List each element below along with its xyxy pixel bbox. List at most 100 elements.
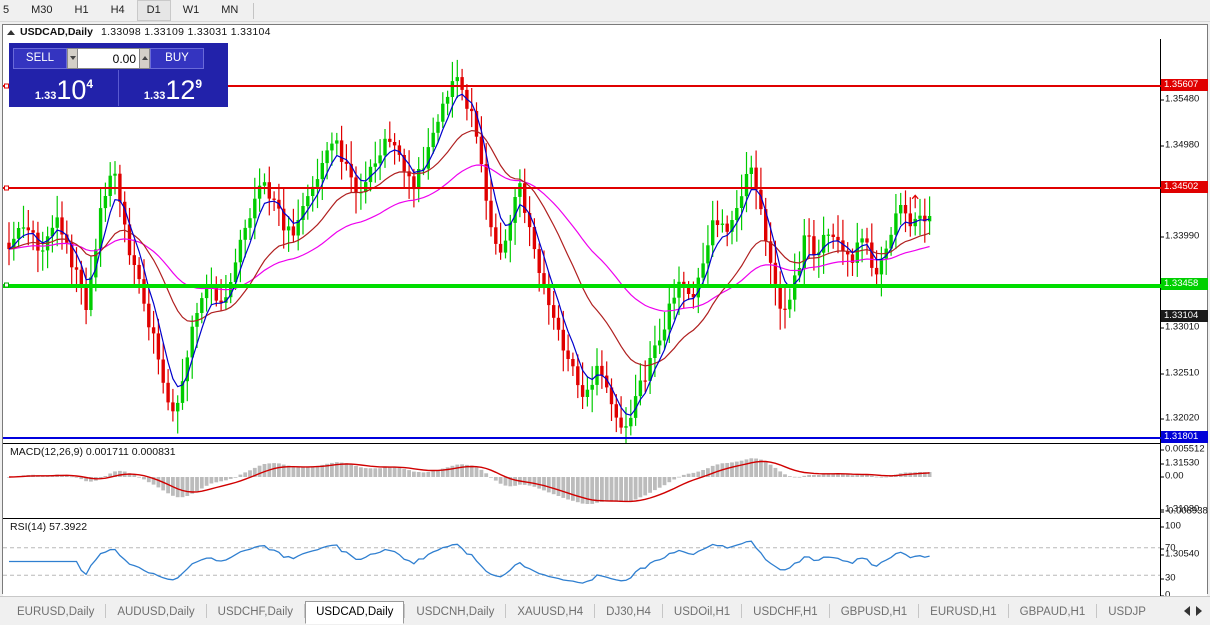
price-scale-tick: 1.31030 — [1161, 504, 1199, 515]
tab-separator — [1096, 604, 1098, 618]
symbol-tab-usdcnh-daily[interactable]: USDCNH,Daily — [416, 605, 495, 618]
level-line-support-blue[interactable] — [3, 437, 1162, 439]
symbol-tab-usdcad-daily[interactable]: USDCAD,Daily — [305, 600, 405, 624]
rsi-indicator-label: RSI(14) 57.3922 — [8, 521, 90, 533]
tab-separator — [741, 604, 743, 618]
macd-scale-tick: 0.005512 — [1161, 444, 1205, 455]
price-scale[interactable]: 1.35480 1.34980 1.33990 1.33010 1.32510 1.320… — [1160, 39, 1208, 606]
level-line-support-green[interactable] — [3, 284, 1162, 288]
symbol-tab-eurusd-daily[interactable]: EURUSD,Daily — [17, 605, 95, 618]
tab-scroll-controls — [1184, 606, 1210, 616]
sell-price-fraction: 4 — [86, 77, 94, 91]
timeframe-toolbar: 5 M30 H1 H4 D1 W1 MN — [0, 0, 1210, 22]
symbol-tab-eurusd-h1[interactable]: EURUSD,H1 — [930, 605, 997, 618]
price-scale-tick: 1.32510 — [1161, 368, 1199, 379]
symbol-tab-usdjp[interactable]: USDJP — [1108, 605, 1146, 618]
macd-scale-tick: -0.008938 — [1161, 506, 1208, 517]
price-scale-badge-red: 1.34502 — [1161, 181, 1208, 193]
tab-separator — [205, 604, 207, 618]
timeframe-button-h1[interactable]: H1 — [74, 4, 89, 16]
price-scale-badge-cur: 1.33104 — [1161, 310, 1208, 322]
rsi-scale-tick: 0 — [1161, 590, 1170, 601]
sell-price-box[interactable]: 1.33 10 4 — [10, 70, 118, 106]
level-anchor-resistance-lower[interactable] — [4, 185, 9, 191]
symbol-tab-xauusd-h4[interactable]: XAUUSD,H4 — [517, 605, 584, 618]
trade-panel-controls: SELL 0.00 BUY — [10, 44, 227, 70]
price-scale-tick: 1.32020 — [1161, 413, 1199, 424]
sell-price-main: 10 — [56, 75, 87, 105]
level-anchor-resistance-upper[interactable] — [4, 83, 9, 89]
rsi-pane-canvas — [3, 519, 1162, 598]
chart-titlebar: USDCAD,Daily 1.33098 1.33109 1.33031 1.3… — [3, 25, 1207, 39]
chart-ohlc-label: 1.33098 1.33109 1.33031 1.33104 — [100, 26, 271, 38]
scroll-left-icon[interactable] — [1184, 606, 1190, 616]
timeframe-button-w1[interactable]: W1 — [182, 4, 200, 16]
buy-price-fraction: 9 — [195, 77, 203, 91]
symbol-tab-bar: EURUSD,Daily AUDUSD,Daily USDCHF,Daily USDC… — [0, 596, 1210, 625]
macd-pane-canvas — [3, 444, 1162, 518]
volume-decrement-button[interactable] — [67, 47, 78, 69]
price-pane-canvas — [3, 39, 1162, 443]
chevron-down-icon — [69, 56, 76, 60]
symbol-tab-gbpusd-h1[interactable]: GBPUSD,H1 — [840, 605, 908, 618]
price-scale-tick: 1.33990 — [1161, 231, 1199, 242]
buy-button[interactable]: BUY — [150, 47, 204, 69]
chevron-up-icon — [141, 56, 148, 60]
tab-separator — [1007, 604, 1009, 618]
chart-window: USDCAD,Daily 1.33098 1.33109 1.33031 1.3… — [2, 24, 1208, 614]
symbol-tab-usdchf-daily[interactable]: USDCHF,Daily — [217, 605, 294, 618]
level-line-resistance-upper[interactable] — [3, 85, 1162, 87]
level-anchor-support-green[interactable] — [4, 282, 9, 288]
buy-price-box[interactable]: 1.33 12 9 — [118, 70, 227, 106]
rsi-scale-tick: 70 — [1161, 543, 1176, 554]
timeframe-button-h4[interactable]: H4 — [110, 4, 125, 16]
tab-separator — [661, 604, 663, 618]
macd-indicator-label: MACD(12,26,9) 0.001711 0.000831 — [8, 446, 178, 458]
volume-increment-button[interactable] — [139, 47, 150, 69]
timeframe-button-mn[interactable]: MN — [221, 4, 239, 16]
timeframe-button-m30[interactable]: M30 — [31, 4, 53, 16]
symbol-tab-audusd-daily[interactable]: AUDUSD,Daily — [117, 605, 195, 618]
symbol-tab-usdchf-h1[interactable]: USDCHF,H1 — [753, 605, 818, 618]
sell-price-prefix: 1.33 — [34, 90, 57, 102]
toolbar-divider — [253, 2, 255, 19]
price-scale-badge-green: 1.33458 — [1161, 278, 1208, 290]
timeframe-button-5[interactable]: 5 — [3, 4, 10, 16]
tab-separator — [304, 604, 306, 618]
rsi-chart-svg — [3, 540, 1162, 584]
macd-scale-tick: 0.00 — [1161, 471, 1184, 482]
price-scale-badge-blue: 1.31801 — [1161, 431, 1208, 443]
sell-button[interactable]: SELL — [13, 47, 67, 69]
buy-price-main: 12 — [165, 75, 196, 105]
price-scale-tick: 1.31530 — [1161, 458, 1199, 469]
symbol-tab-usdoil-h1[interactable]: USDOil,H1 — [673, 605, 731, 618]
rsi-scale-tick: 100 — [1161, 521, 1181, 532]
macd-chart-svg — [7, 458, 932, 504]
symbol-tab-gbpaud-h1[interactable]: GBPAUD,H1 — [1019, 605, 1086, 618]
price-scale-tick: 1.33010 — [1161, 322, 1199, 333]
chart-symbol-label: USDCAD,Daily — [20, 26, 93, 38]
price-scale-tick: 1.34980 — [1161, 140, 1199, 151]
price-scale-tick: 1.30540 — [1161, 549, 1199, 560]
tab-separator — [828, 604, 830, 618]
timeframe-button-d1[interactable]: D1 — [136, 0, 171, 21]
tab-separator — [918, 604, 920, 618]
tab-separator — [105, 604, 107, 618]
price-scale-badge-red: 1.35607 — [1161, 79, 1208, 91]
tab-separator — [505, 604, 507, 618]
scroll-right-icon[interactable] — [1196, 606, 1202, 616]
buy-price-prefix: 1.33 — [143, 90, 166, 102]
volume-input[interactable]: 0.00 — [78, 47, 139, 69]
price-chart-svg — [7, 59, 932, 443]
symbol-tab-dj30-h4[interactable]: DJ30,H4 — [606, 605, 651, 618]
rsi-scale-tick: 30 — [1161, 573, 1176, 584]
rsi-pane[interactable]: RSI(14) 57.3922 — [3, 518, 1162, 598]
triangle-up-icon[interactable] — [7, 29, 15, 35]
macd-pane[interactable]: MACD(12,26,9) 0.001711 0.000831 — [3, 443, 1162, 518]
level-line-resistance-lower[interactable] — [3, 187, 1162, 189]
price-scale-tick: 1.35480 — [1161, 94, 1199, 105]
tab-separator — [594, 604, 596, 618]
one-click-trading-panel: SELL 0.00 BUY 1.33 10 4 1.33 12 9 — [9, 43, 228, 107]
trade-panel-prices: 1.33 10 4 1.33 12 9 — [10, 70, 227, 106]
